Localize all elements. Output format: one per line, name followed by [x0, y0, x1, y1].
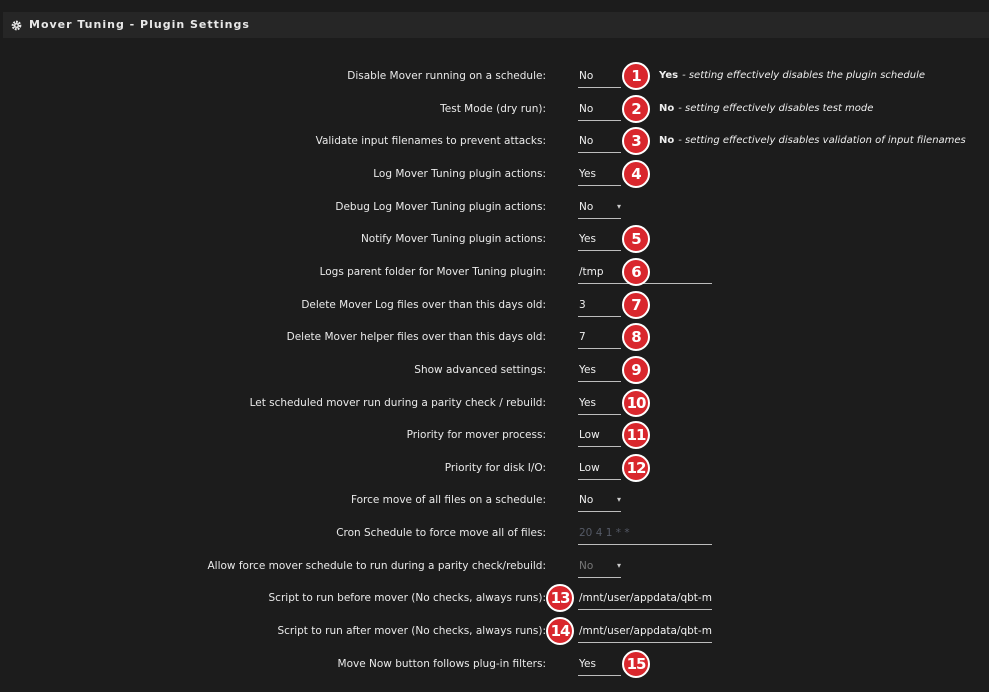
setting-value[interactable]: Yes — [578, 654, 621, 676]
number-badge: 4 — [622, 159, 650, 188]
setting-value[interactable]: /mnt/user/appdata/qbt-mov — [578, 588, 712, 611]
value-text: 7 — [579, 331, 586, 344]
panel-title: Mover Tuning - Plugin Settings — [29, 18, 250, 31]
setting-label: Notify Mover Tuning plugin actions: — [360, 233, 546, 246]
setting-value[interactable]: Yes — [578, 393, 621, 415]
note-text: - setting effectively disables test mode — [678, 102, 874, 114]
value-text: No — [579, 200, 594, 213]
value-text: Low — [579, 461, 600, 474]
note-strong: No — [659, 102, 675, 114]
note-strong: No — [659, 135, 675, 147]
value-text: Yes — [579, 396, 596, 409]
value-text: 3 — [579, 298, 586, 311]
number-badge: 9 — [622, 355, 650, 384]
number-badge: 1 — [622, 62, 650, 90]
note-strong: Yes — [659, 70, 679, 81]
setting-value[interactable]: /tmp — [578, 262, 712, 284]
setting-value[interactable]: No ▾ — [578, 490, 621, 513]
number-badge: 3 — [622, 127, 650, 156]
setting-label: Priority for disk I/O: — [444, 461, 546, 474]
number-badge: 10 — [622, 388, 650, 417]
setting-value[interactable]: No — [578, 131, 621, 154]
setting-label: Delete Mover Log files over than this da… — [301, 298, 546, 311]
setting-label: Log Mover Tuning plugin actions: — [373, 167, 546, 180]
panel-header: Mover Tuning - Plugin Settings — [3, 12, 989, 38]
number-badge: 15 — [622, 649, 650, 678]
setting-note: No - setting effectively disables validat… — [659, 133, 966, 149]
setting-value[interactable]: 3 — [578, 295, 621, 317]
setting-label: Validate input filenames to prevent atta… — [315, 135, 546, 148]
setting-label: Cron Schedule to force move all of files… — [336, 527, 546, 540]
value-text: /mnt/user/appdata/qbt-mov — [579, 592, 712, 605]
setting-value[interactable]: Yes — [578, 164, 621, 186]
setting-note: Yes - setting effectively disables the pl… — [659, 68, 925, 84]
setting-value[interactable]: 20 4 1 * * — [578, 523, 712, 546]
setting-value[interactable]: /mnt/user/appdata/qbt-mov — [578, 621, 712, 644]
value-text: Yes — [579, 167, 596, 180]
note-text: - setting effectively disables the plugi… — [682, 70, 926, 81]
dropdown-arrow: ▾ — [616, 201, 621, 211]
number-badge: 5 — [622, 225, 650, 254]
dropdown-arrow: ▾ — [616, 560, 621, 570]
value-text: Low — [579, 429, 600, 442]
number-badge: 14 — [546, 617, 574, 646]
value-text: Yes — [579, 657, 596, 670]
gear-icon — [11, 20, 22, 31]
value-text: No — [579, 102, 594, 115]
number-badge: 11 — [622, 421, 650, 450]
value-text: Yes — [579, 233, 596, 246]
value-text: No — [579, 135, 594, 148]
value-text: /mnt/user/appdata/qbt-mov — [579, 625, 712, 638]
value-text: Yes — [579, 363, 596, 376]
setting-label: Let scheduled mover run during a parity … — [249, 396, 546, 409]
note-text: - setting effectively disables validatio… — [678, 135, 966, 147]
number-badge: 7 — [622, 290, 650, 319]
setting-label: Priority for mover process: — [406, 429, 546, 442]
setting-label: Debug Log Mover Tuning plugin actions: — [335, 200, 546, 213]
setting-value[interactable]: No ▾ — [578, 556, 621, 578]
setting-label: Delete Mover helper files over than this… — [286, 331, 546, 344]
value-text: /tmp — [579, 265, 604, 278]
setting-value[interactable]: No — [578, 99, 621, 121]
setting-label: Force move of all files on a schedule: — [350, 494, 546, 507]
number-badge: 6 — [622, 257, 650, 286]
setting-value[interactable]: Yes — [578, 360, 621, 382]
setting-label: Show advanced settings: — [414, 363, 546, 376]
setting-label: Script to run after mover (No checks, al… — [277, 625, 546, 638]
setting-note: No - setting effectively disables test mo… — [659, 101, 873, 117]
value-text: No — [579, 559, 594, 572]
value-text: No — [579, 494, 594, 507]
setting-label: Script to run before mover (No checks, a… — [268, 592, 546, 605]
setting-label: Allow force mover schedule to run during… — [207, 559, 546, 572]
setting-label: Move Now button follows plug-in filters: — [337, 657, 546, 670]
setting-value[interactable]: No ▾ — [578, 197, 621, 219]
value-text: No — [579, 70, 594, 82]
setting-value[interactable]: Low — [578, 458, 621, 480]
number-badge: 13 — [546, 584, 574, 613]
setting-value[interactable]: Low — [578, 425, 621, 448]
setting-value[interactable]: 7 — [578, 327, 621, 350]
value-text: 20 4 1 * * — [579, 527, 630, 540]
number-badge: 8 — [622, 323, 650, 352]
setting-value[interactable]: Yes — [578, 229, 621, 252]
setting-value[interactable]: No — [578, 66, 621, 88]
dropdown-arrow: ▾ — [616, 495, 621, 505]
setting-label: Disable Mover running on a schedule: — [347, 70, 546, 82]
number-badge: 12 — [622, 453, 650, 482]
setting-label: Logs parent folder for Mover Tuning plug… — [319, 265, 546, 278]
number-badge: 2 — [622, 94, 650, 123]
setting-label: Test Mode (dry run): — [440, 102, 546, 115]
